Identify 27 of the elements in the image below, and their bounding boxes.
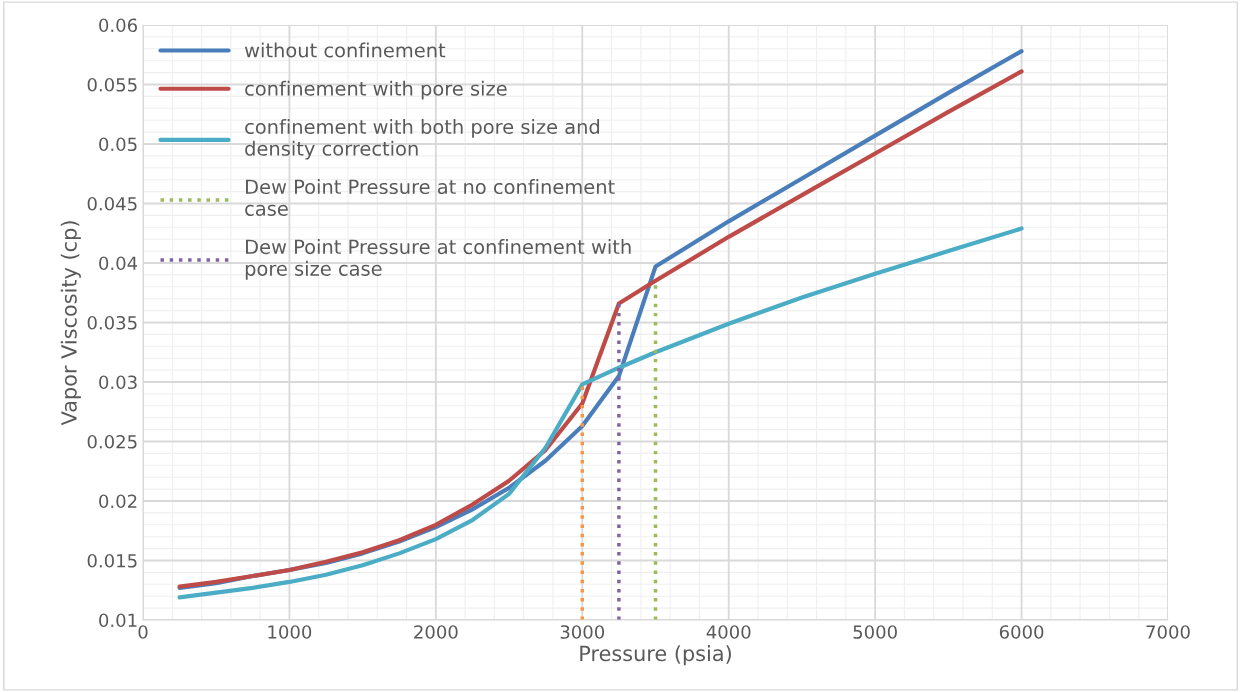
x-tick-label: 2000 xyxy=(414,625,458,639)
x-tick-label: 0 xyxy=(138,625,148,639)
x-tick-label: 6000 xyxy=(999,625,1044,639)
y-tick-label: 0.02 xyxy=(99,494,137,509)
y-axis-title: Vapor Viscosity (cp) xyxy=(60,221,81,426)
y-tick-label: 0.015 xyxy=(87,553,137,568)
y-tick-label: 0.06 xyxy=(99,18,137,33)
legend-label: without confinement xyxy=(244,42,446,58)
legend-label: Dew Point Pressure at confinement with pore size case xyxy=(245,239,631,280)
x-tick-label: 5000 xyxy=(853,625,897,639)
x-tick-label: 7000 xyxy=(1146,625,1190,639)
x-tick-label: 3000 xyxy=(560,625,605,639)
y-tick-label: 0.045 xyxy=(87,196,137,211)
y-tick-label: 0.035 xyxy=(87,315,137,330)
legend-label: Dew Point Pressure at no confinement case xyxy=(245,179,615,216)
y-tick-label: 0.055 xyxy=(87,77,137,92)
y-tick-label: 0.025 xyxy=(87,434,137,449)
line-series xyxy=(177,226,1024,600)
legend-label: confinement with both pore size and density correction xyxy=(245,119,600,160)
x-axis-title: Pressure (psia) xyxy=(580,645,731,666)
x-tick-label: 4000 xyxy=(706,625,751,639)
y-tick-label: 0.01 xyxy=(99,613,137,628)
y-tick-label: 0.04 xyxy=(99,256,138,271)
y-tick-label: 0.05 xyxy=(99,137,137,152)
legend-label: confinement with pore size xyxy=(245,80,507,100)
y-tick-label: 0.03 xyxy=(99,375,137,390)
x-tick-label: 1000 xyxy=(268,625,312,639)
